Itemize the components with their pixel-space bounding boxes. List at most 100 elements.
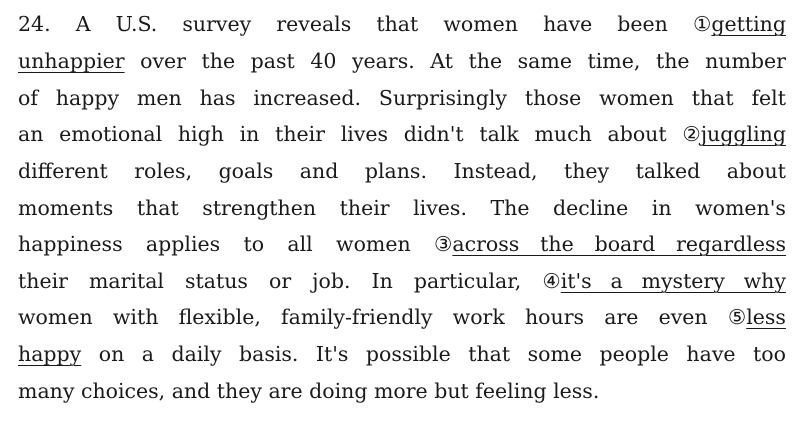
word: that <box>468 342 511 366</box>
option-3: ③across the board regardless <box>434 227 786 261</box>
word: A <box>75 12 91 36</box>
text-line-4: an emotional high in their lives didn't … <box>18 117 786 151</box>
word: in <box>651 196 672 220</box>
word: their <box>275 122 326 146</box>
word: past <box>250 49 295 73</box>
word: job. <box>312 269 351 293</box>
word: survey <box>182 12 252 36</box>
option-4: ④it's a mystery why <box>542 264 786 298</box>
word: with <box>112 305 159 329</box>
word: applies <box>145 232 221 256</box>
word: much <box>534 122 592 146</box>
word: talked <box>635 159 701 183</box>
word: daily <box>171 342 222 366</box>
word: U.S. <box>115 12 158 36</box>
word: basis. <box>238 342 299 366</box>
word: reveals <box>276 12 352 36</box>
word: are <box>604 305 639 329</box>
word: flexible, <box>178 305 261 329</box>
option-5: ⑤less <box>728 300 786 334</box>
text-line-11: many choices, and they are doing more bu… <box>18 374 786 408</box>
word: Surprisingly <box>378 86 507 110</box>
word: time, <box>587 49 641 73</box>
word: that <box>136 196 179 220</box>
word: or <box>268 269 292 293</box>
question-number: 24. <box>18 12 51 36</box>
word: The <box>490 196 530 220</box>
option-2-underlined-text: juggling <box>700 122 786 146</box>
word: It's <box>315 342 349 366</box>
word: women <box>336 232 411 256</box>
option-1-underlined-continuation: unhappier <box>18 49 125 73</box>
word: lives <box>340 122 389 146</box>
word: have <box>543 12 593 36</box>
word: particular, <box>413 269 522 293</box>
word: even <box>658 305 708 329</box>
word: moments <box>18 196 114 220</box>
word: 40 <box>310 49 337 73</box>
text-line-6: moments that strengthen their lives. The… <box>18 191 786 225</box>
word: too <box>753 342 786 366</box>
word: people <box>599 342 669 366</box>
option-2: ②juggling <box>682 117 786 151</box>
word: on <box>98 342 125 366</box>
word: they <box>563 159 610 183</box>
text-line-2: unhappier over the past 40 years. At the… <box>18 44 786 78</box>
word: goals <box>218 159 274 183</box>
word: some <box>527 342 583 366</box>
word: hours <box>524 305 585 329</box>
option-1-underlined-text: getting <box>711 12 786 36</box>
word: all <box>287 232 313 256</box>
word: their <box>339 196 390 220</box>
word: an <box>18 122 44 146</box>
word: number <box>705 49 786 73</box>
word: and <box>299 159 339 183</box>
option-4-marker: ④ <box>542 269 561 293</box>
word: that <box>691 86 734 110</box>
word: men <box>136 86 182 110</box>
word: years. <box>351 49 415 73</box>
word: their <box>18 269 68 293</box>
text-line-8: their marital status or job. In particul… <box>18 264 786 298</box>
word: about <box>726 159 786 183</box>
word: felt <box>751 86 786 110</box>
word: have <box>686 342 736 366</box>
option-4-underlined-text: it's a mystery why <box>560 269 786 293</box>
word: emotional <box>59 122 163 146</box>
word: Instead, <box>453 159 538 183</box>
last-line-text: many choices, and they are doing more bu… <box>18 379 600 403</box>
word: At <box>430 49 453 73</box>
option-5-underlined-text: less <box>746 305 786 329</box>
word: that <box>376 12 419 36</box>
word: the <box>655 49 690 73</box>
word: to <box>243 232 265 256</box>
word: happy <box>55 86 120 110</box>
word: family-friendly <box>281 305 433 329</box>
word: increased. <box>253 86 362 110</box>
word: decline <box>553 196 629 220</box>
word: women <box>599 86 674 110</box>
word: work <box>452 305 505 329</box>
text-line-5: different roles, goals and plans. Instea… <box>18 154 786 188</box>
word: high <box>177 122 224 146</box>
word: of <box>18 86 38 110</box>
word: in <box>239 122 260 146</box>
word: different <box>18 159 108 183</box>
word: the <box>468 49 503 73</box>
word: possible <box>365 342 451 366</box>
word: In <box>371 269 393 293</box>
text-line-1: 24. A U.S. survey reveals that women hav… <box>18 7 786 41</box>
text-line-9: women with flexible, family-friendly wor… <box>18 300 786 334</box>
word: those <box>524 86 582 110</box>
text-line-7: happiness applies to all women ③across t… <box>18 227 786 261</box>
word: about <box>607 122 667 146</box>
word: over <box>140 49 186 73</box>
word: status <box>185 269 248 293</box>
option-5-underlined-continuation: happy <box>18 342 82 366</box>
word: roles, <box>134 159 193 183</box>
word: talk <box>479 122 519 146</box>
word: the <box>201 49 236 73</box>
word: been <box>617 12 668 36</box>
option-3-marker: ③ <box>434 232 453 256</box>
word: has <box>199 86 236 110</box>
